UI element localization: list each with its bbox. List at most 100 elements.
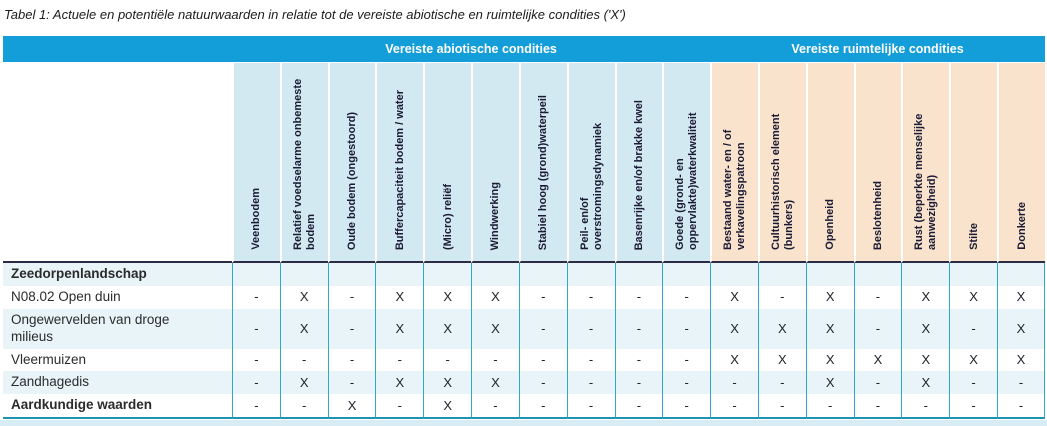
- table-cell: -: [232, 348, 280, 372]
- table-cell: X: [710, 348, 758, 372]
- table-cell: -: [662, 348, 710, 372]
- table-cell: -: [853, 394, 902, 420]
- table-cell: -: [327, 371, 376, 395]
- table-cell: [662, 263, 711, 286]
- column-header-label: (Micro) reliëf: [441, 183, 454, 250]
- row-label-text: Aardkundige waarden: [11, 397, 153, 413]
- table-cell: X: [757, 308, 806, 349]
- column-header: Relatief voedselarme onbemeste bodem: [279, 63, 328, 263]
- column-header: Oude bodem (ongestoord): [327, 63, 376, 263]
- table-cell: X: [710, 285, 758, 309]
- table-cell: [327, 263, 376, 286]
- table-cell: -: [662, 308, 711, 349]
- table-cell: X: [471, 308, 519, 349]
- table-cell: X: [901, 371, 950, 395]
- column-header-label: Stabiel hoog (grond)waterpeil: [537, 94, 550, 250]
- table-cell: -: [279, 394, 328, 420]
- table-cell: -: [518, 308, 567, 349]
- table-cell: -: [949, 371, 997, 395]
- table-cell: [949, 263, 997, 286]
- table-cell: X: [279, 371, 328, 395]
- table-caption: Tabel 1: Actuele en potentiële natuurwaa…: [4, 7, 626, 22]
- column-header-label: Oude bodem (ongestoord): [346, 111, 359, 250]
- table-cell: -: [614, 394, 663, 420]
- table-cell: X: [327, 394, 376, 420]
- table-cell: X: [805, 285, 854, 309]
- table-cell: -: [232, 308, 280, 349]
- table-cell: -: [327, 285, 376, 309]
- table-cell: -: [566, 371, 615, 395]
- column-header-label: Cultuurhistorisch element (bunkers): [769, 113, 795, 250]
- row-label-column-header: [3, 63, 232, 263]
- table-cell: -: [757, 394, 806, 420]
- table-cell: -: [757, 285, 806, 309]
- column-header-label: Openheid: [824, 199, 837, 250]
- table-cell: -: [518, 348, 567, 372]
- table-cell: -: [566, 308, 615, 349]
- row-label-text: N08.02 Open duin: [11, 288, 121, 304]
- table-cell: X: [757, 348, 806, 372]
- row-label: Aardkundige waarden: [3, 394, 232, 420]
- table-cell: -: [805, 394, 854, 420]
- table-cell: -: [853, 308, 902, 349]
- table-cell: -: [471, 394, 519, 420]
- table-cell: -: [949, 394, 997, 420]
- table-cell: X: [471, 285, 519, 309]
- table-cell: -: [279, 348, 328, 372]
- table-cell: X: [997, 308, 1045, 349]
- column-header-label: Windwerking: [489, 181, 502, 250]
- table-cell: -: [949, 308, 997, 349]
- table-cell: X: [901, 348, 949, 372]
- table-cell: -: [566, 394, 615, 420]
- table-cell: X: [997, 285, 1045, 309]
- column-header: Veenbodem: [232, 63, 280, 263]
- row-label-text: Zeedorpenlandschap: [11, 266, 147, 281]
- table-cell: -: [232, 285, 280, 309]
- column-header: Rust (beperkte menselijke aanwezigheid): [901, 63, 950, 263]
- table-cell: -: [327, 348, 376, 372]
- table-cell: X: [710, 308, 758, 349]
- table-cell: [232, 263, 280, 286]
- row-label-text: Vleermuizen: [11, 351, 87, 367]
- column-header: Basenrijke en/of brakke kwel: [614, 63, 663, 263]
- table-cell: X: [423, 285, 471, 309]
- table-cell: -: [901, 394, 950, 420]
- table-cell: [518, 263, 567, 286]
- table-cell: X: [901, 285, 949, 309]
- row-label: N08.02 Open duin: [3, 286, 232, 309]
- table-cell: [901, 263, 950, 286]
- table-cell: -: [662, 394, 711, 420]
- table-cell: -: [232, 394, 280, 420]
- table-cell: X: [997, 348, 1045, 372]
- table-cell: -: [566, 348, 615, 372]
- table-cell: X: [375, 371, 424, 395]
- table-cell: -: [662, 371, 711, 395]
- table-cell: X: [805, 308, 854, 349]
- table-cell: [614, 263, 663, 286]
- group-header-spacer: [3, 36, 232, 63]
- table-cell: X: [805, 348, 854, 372]
- table-cell: [423, 263, 472, 286]
- table-cell: -: [997, 371, 1045, 395]
- table-cell: X: [949, 285, 997, 309]
- table-cell: -: [518, 394, 567, 420]
- table-cell: -: [566, 285, 615, 309]
- table-cell: -: [710, 394, 758, 420]
- row-label: Vleermuizen: [3, 349, 232, 372]
- column-header: Goede (grond- en oppervlakte)waterkwalit…: [662, 63, 711, 263]
- column-header: Stabiel hoog (grond)waterpeil: [518, 63, 567, 263]
- table-cell: X: [423, 394, 472, 420]
- table-cell: -: [853, 371, 902, 395]
- table-cell: -: [614, 371, 663, 395]
- column-header: Openheid: [805, 63, 854, 263]
- row-label: Zandhagedis: [3, 371, 232, 395]
- table-cell: [710, 263, 758, 286]
- table-cell: X: [423, 308, 472, 349]
- group-header-row: Vereiste abiotische condities Vereiste r…: [3, 36, 1045, 63]
- table-cell: -: [471, 348, 519, 372]
- column-header: Cultuurhistorisch element (bunkers): [757, 63, 806, 263]
- column-header-label: Donkerte: [1015, 202, 1028, 250]
